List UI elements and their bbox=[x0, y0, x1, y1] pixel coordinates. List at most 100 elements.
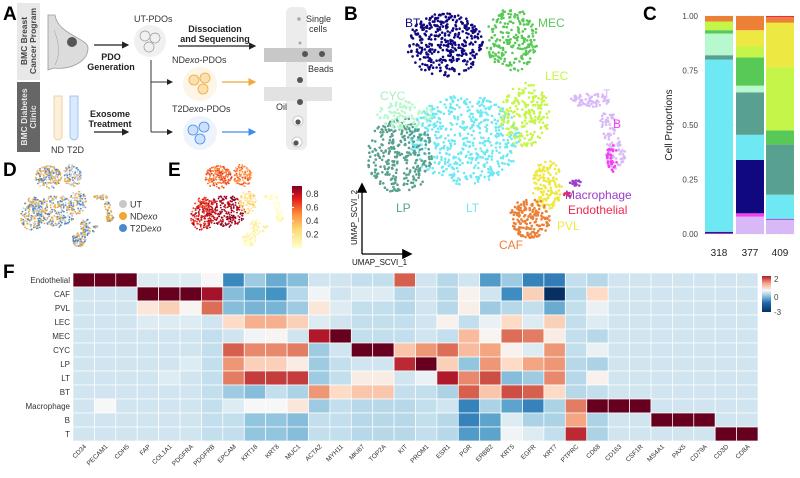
umap-point-bt bbox=[410, 34, 413, 38]
umap-point-condition bbox=[76, 173, 78, 176]
umap-point-score bbox=[241, 212, 244, 215]
umap-point-condition bbox=[33, 217, 36, 220]
umap-point-condition bbox=[76, 193, 78, 195]
umap-point-lp bbox=[384, 173, 387, 176]
umap-point-score bbox=[196, 227, 198, 230]
umap-point-bt bbox=[464, 44, 468, 47]
umap-point-bt bbox=[447, 54, 450, 57]
umap-point-condition bbox=[45, 173, 48, 176]
umap-point-bt bbox=[429, 38, 433, 41]
umap-point-mec bbox=[527, 21, 531, 24]
umap-point-lt bbox=[486, 118, 490, 122]
umap-point-bt bbox=[455, 27, 458, 31]
heatmap-cell-caf-cd8a bbox=[736, 286, 759, 302]
umap-point-condition bbox=[48, 169, 50, 172]
umap-point-lt bbox=[416, 118, 419, 122]
umap-point-mec bbox=[516, 69, 520, 72]
umap-point-mec bbox=[527, 34, 531, 38]
umap-point-condition bbox=[60, 211, 63, 214]
umap-point-lp bbox=[373, 129, 377, 133]
umap-point-condition bbox=[50, 220, 53, 223]
umap-point-condition bbox=[68, 205, 70, 207]
heatmap-cell-lec-cd79a bbox=[693, 314, 716, 330]
heatmap-cell-lec-csf1r bbox=[629, 314, 652, 330]
umap-point-bt bbox=[452, 59, 455, 62]
umap-point-score bbox=[234, 198, 237, 201]
umap-point-pvl bbox=[541, 193, 545, 197]
heatmap-cell-bt-esr1 bbox=[436, 384, 459, 400]
umap-point-bt bbox=[450, 14, 454, 18]
umap-point-score bbox=[226, 170, 229, 173]
heatmap-cell-cyc-kit bbox=[393, 342, 416, 358]
umap-point-mec bbox=[501, 46, 505, 50]
umap-point-condition bbox=[45, 219, 48, 221]
umap-point-condition bbox=[60, 177, 62, 180]
umap-point-bt bbox=[467, 32, 470, 36]
umap-point-lt bbox=[487, 100, 491, 103]
umap-point-mec bbox=[531, 35, 535, 38]
umap-point-lt bbox=[474, 147, 478, 151]
bar-segment-377-bt bbox=[736, 159, 764, 214]
umap-point-lt bbox=[468, 140, 472, 144]
umap-y-axis-label: UMAP_SCVI_2 bbox=[350, 189, 359, 245]
umap-point-score bbox=[209, 205, 212, 208]
heatmap-cell-lp-pax5 bbox=[672, 356, 695, 372]
umap-point-lec bbox=[515, 112, 519, 116]
umap-point-score bbox=[227, 182, 230, 185]
umap-point-lt bbox=[487, 137, 491, 140]
umap-point-lt bbox=[451, 100, 455, 104]
heatmap-cell-b-cd8a bbox=[736, 412, 759, 428]
umap-point-score bbox=[249, 212, 251, 215]
umap-point-lec bbox=[532, 84, 535, 87]
umap-point-score bbox=[219, 206, 222, 209]
umap-point-condition bbox=[84, 240, 87, 242]
umap-point-t bbox=[618, 153, 621, 156]
umap-point-caf bbox=[547, 214, 551, 218]
heatmap-cell-lp-ptprc bbox=[564, 356, 588, 372]
umap-point-condition bbox=[42, 201, 45, 204]
umap-point-score bbox=[249, 209, 251, 212]
umap-point-lt bbox=[427, 124, 430, 127]
umap-point-score bbox=[225, 182, 228, 185]
umap-point-bt bbox=[445, 26, 448, 29]
heatmap-cell-bt-erbb2 bbox=[479, 384, 502, 400]
umap-point-condition bbox=[46, 204, 48, 207]
heatmap-cell-mec-myh11 bbox=[329, 328, 352, 344]
umap-point-lt bbox=[439, 110, 443, 114]
umap-point-condition bbox=[68, 216, 71, 219]
umap-point-lp bbox=[385, 130, 389, 134]
umap-point-lt bbox=[455, 182, 458, 185]
panel-letter-c: C bbox=[643, 4, 657, 25]
umap-point-score bbox=[239, 168, 242, 171]
umap-point-mec bbox=[511, 51, 514, 55]
umap-point-lt bbox=[494, 129, 498, 132]
umap-point-lt bbox=[453, 96, 457, 99]
umap-point-lt bbox=[463, 137, 467, 140]
umap-point-bt bbox=[462, 49, 466, 52]
umap-point-lp bbox=[428, 138, 431, 142]
umap-point-score bbox=[192, 223, 195, 226]
umap-point-score bbox=[269, 198, 272, 201]
umap-point-lt bbox=[447, 134, 450, 137]
umap-point-lt bbox=[461, 161, 464, 165]
umap-point-b bbox=[609, 154, 613, 157]
umap-point-lp bbox=[417, 144, 421, 147]
umap-point-lt bbox=[420, 116, 424, 120]
umap-point-caf bbox=[525, 198, 528, 202]
umap-point-condition bbox=[44, 182, 47, 184]
umap-point-cyc bbox=[395, 121, 398, 125]
umap-point-condition bbox=[54, 222, 57, 225]
umap-point-score bbox=[246, 179, 249, 181]
heatmap-cell-b-kit bbox=[393, 412, 416, 428]
umap-point-mec bbox=[500, 54, 504, 57]
umap-point-condition bbox=[78, 178, 81, 181]
heatmap-cell-lec-col1a1 bbox=[158, 314, 181, 330]
umap-point-score bbox=[198, 213, 201, 215]
umap-point-cyc bbox=[395, 101, 398, 104]
umap-point-condition bbox=[68, 171, 71, 174]
umap-point-mec bbox=[509, 20, 513, 24]
umap-point-condition bbox=[79, 223, 82, 226]
umap-point-lp bbox=[407, 117, 411, 121]
heatmap-cell-lt-col1a1 bbox=[158, 370, 181, 386]
heatmap-cell-endothelial-krt8 bbox=[265, 272, 288, 288]
